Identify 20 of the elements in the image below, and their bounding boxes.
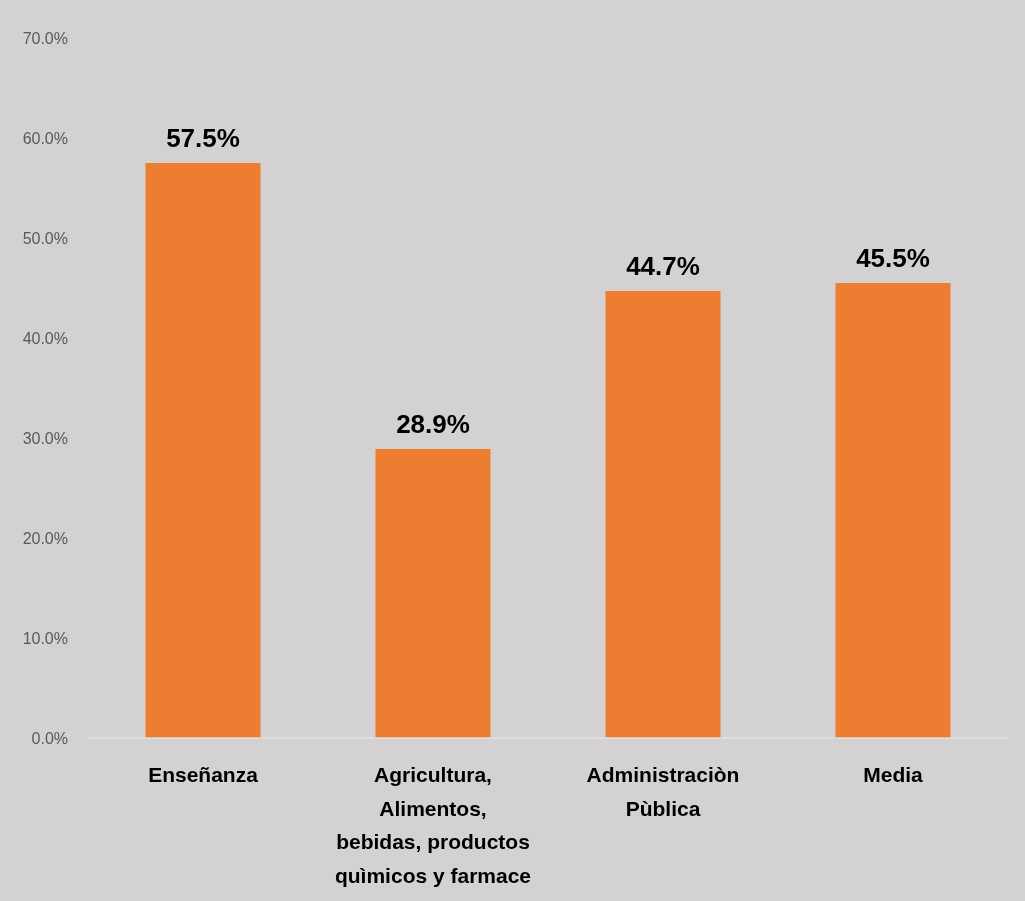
bar <box>605 291 721 738</box>
y-tick-label: 70.0% <box>22 29 68 47</box>
bar <box>835 283 951 738</box>
data-label: 28.9% <box>396 409 470 439</box>
y-tick-label: 0.0% <box>31 729 68 747</box>
y-tick-label: 10.0% <box>22 629 68 647</box>
x-tick-label: Media <box>863 763 924 786</box>
bar <box>145 163 261 738</box>
data-label: 44.7% <box>626 251 700 281</box>
x-tick-label: Enseñanza <box>148 763 259 786</box>
y-tick-label: 50.0% <box>22 229 68 247</box>
y-tick-label: 40.0% <box>22 329 68 347</box>
data-label: 45.5% <box>856 243 930 273</box>
x-tick-label: Agricultura, Alimentos, bebidas, productos quìmicos y farmace <box>334 763 532 887</box>
y-tick-label: 60.0% <box>22 129 68 147</box>
data-label: 57.5% <box>166 123 240 153</box>
bar <box>375 449 491 738</box>
y-tick-label: 20.0% <box>22 529 68 547</box>
x-tick-label: Administraciòn Pùblica <box>586 763 740 820</box>
y-tick-label: 30.0% <box>22 429 68 447</box>
